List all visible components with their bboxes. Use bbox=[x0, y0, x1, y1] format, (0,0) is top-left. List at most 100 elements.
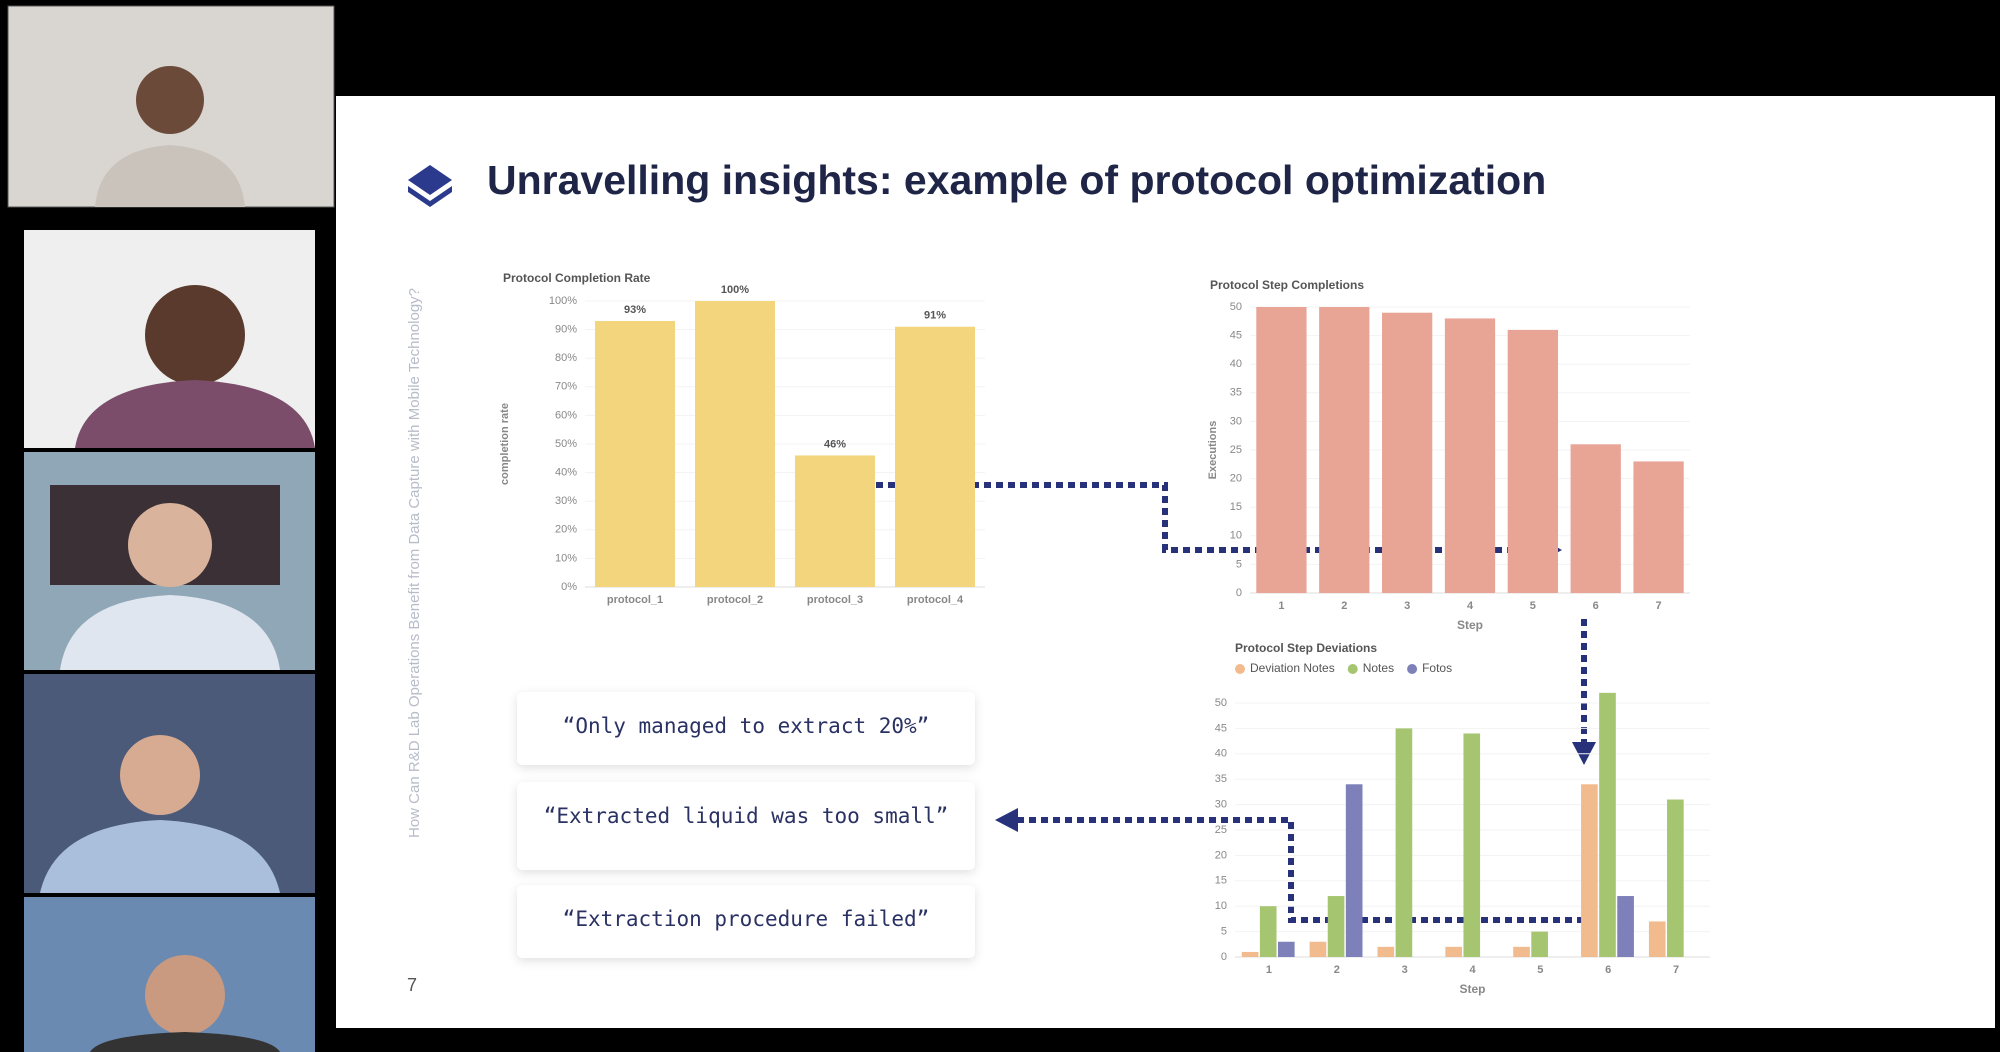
bar bbox=[1570, 444, 1621, 593]
legend-swatch bbox=[1407, 664, 1418, 674]
quote-box bbox=[517, 885, 975, 958]
y-tick-label: 50 bbox=[1230, 301, 1242, 313]
y-tick-label: 5 bbox=[1221, 926, 1227, 938]
bar bbox=[595, 321, 675, 587]
y-tick-label: 10 bbox=[1230, 530, 1242, 542]
y-tick-label: 25 bbox=[1230, 444, 1242, 456]
quote-box bbox=[517, 692, 975, 765]
y-tick-label: 100% bbox=[549, 295, 577, 307]
bar bbox=[1382, 312, 1433, 593]
y-tick-label: 30 bbox=[1230, 415, 1242, 427]
chart-title: Protocol Step Completions bbox=[1210, 278, 1364, 292]
bar bbox=[1617, 896, 1634, 957]
y-tick-label: 10 bbox=[1215, 900, 1227, 912]
chart-title: Protocol Completion Rate bbox=[503, 271, 651, 285]
chart-title: Protocol Step Deviations bbox=[1235, 641, 1377, 655]
y-tick-label: 20 bbox=[1230, 473, 1242, 485]
y-tick-label: 20 bbox=[1215, 849, 1227, 861]
legend-label: Fotos bbox=[1422, 661, 1452, 675]
legend-label: Deviation Notes bbox=[1250, 661, 1335, 675]
x-tick-label: 2 bbox=[1334, 964, 1340, 976]
bar bbox=[1507, 329, 1558, 593]
x-tick-label: protocol_1 bbox=[607, 594, 663, 606]
y-tick-label: 0 bbox=[1221, 951, 1227, 963]
x-tick-label: 5 bbox=[1530, 600, 1536, 612]
side-note: How Can R&D Lab Operations Benefit from … bbox=[406, 288, 423, 838]
value-label: 93% bbox=[624, 304, 646, 316]
logo bbox=[408, 165, 452, 207]
y-tick-label: 0 bbox=[1236, 587, 1242, 599]
bar bbox=[1259, 906, 1277, 957]
y-tick-label: 80% bbox=[555, 352, 577, 364]
person bbox=[128, 503, 212, 587]
x-tick-label: 3 bbox=[1402, 964, 1408, 976]
bar bbox=[1531, 931, 1548, 957]
y-tick-label: 60% bbox=[555, 409, 577, 421]
x-tick-label: 3 bbox=[1404, 600, 1410, 612]
person bbox=[90, 1032, 280, 1052]
quote: “Only managed to extract 20%” bbox=[563, 714, 930, 738]
legend-label: Notes bbox=[1363, 661, 1394, 675]
y-axis-label: Executions bbox=[1207, 421, 1219, 480]
x-tick-label: protocol_2 bbox=[707, 594, 763, 606]
person bbox=[145, 955, 225, 1035]
y-tick-label: 40 bbox=[1230, 358, 1242, 370]
quote: “Extraction procedure failed” bbox=[563, 907, 930, 931]
bar bbox=[895, 326, 975, 587]
quote: “Extracted liquid was too small” bbox=[544, 804, 949, 828]
bar bbox=[1256, 307, 1307, 593]
y-tick-label: 90% bbox=[555, 324, 577, 336]
value-label: 100% bbox=[721, 284, 749, 296]
value-label: 91% bbox=[924, 310, 946, 322]
person bbox=[95, 145, 245, 207]
person bbox=[60, 595, 280, 670]
page-number: 7 bbox=[407, 975, 417, 995]
bar bbox=[1395, 728, 1413, 957]
bar bbox=[695, 301, 775, 587]
y-tick-label: 15 bbox=[1230, 501, 1242, 513]
x-tick-label: 7 bbox=[1656, 600, 1662, 612]
x-tick-label: 7 bbox=[1673, 964, 1679, 976]
x-tick-label: protocol_4 bbox=[907, 594, 964, 606]
bar bbox=[1445, 946, 1463, 957]
person bbox=[75, 380, 315, 448]
bar bbox=[1345, 784, 1363, 957]
bar bbox=[1327, 896, 1345, 957]
x-tick-label: protocol_3 bbox=[807, 594, 863, 606]
bar bbox=[1463, 733, 1481, 957]
x-tick-label: 1 bbox=[1266, 964, 1272, 976]
bar bbox=[795, 455, 875, 587]
x-tick-label: 4 bbox=[1467, 600, 1474, 612]
y-tick-label: 20% bbox=[555, 524, 577, 536]
y-tick-label: 30 bbox=[1215, 799, 1227, 811]
x-axis-label: Step bbox=[1457, 618, 1483, 632]
y-tick-label: 50% bbox=[555, 438, 577, 450]
x-axis-label: Step bbox=[1459, 982, 1485, 996]
bar bbox=[1309, 941, 1327, 957]
person bbox=[145, 285, 245, 385]
y-tick-label: 35 bbox=[1230, 387, 1242, 399]
y-tick-label: 45 bbox=[1230, 330, 1242, 342]
video-tiles bbox=[7, 5, 335, 1052]
slide-title: Unravelling insights: example of protoco… bbox=[487, 157, 1546, 203]
y-tick-label: 70% bbox=[555, 381, 577, 393]
bar bbox=[1648, 921, 1666, 957]
bar bbox=[1444, 318, 1496, 593]
bar bbox=[1599, 692, 1616, 957]
bar bbox=[1241, 951, 1259, 957]
x-tick-label: 6 bbox=[1593, 600, 1599, 612]
y-tick-label: 25 bbox=[1215, 824, 1227, 836]
y-tick-label: 50 bbox=[1215, 697, 1227, 709]
bar bbox=[1277, 941, 1295, 957]
x-tick-label: 6 bbox=[1605, 964, 1611, 976]
y-axis-label: completion rate bbox=[499, 403, 511, 485]
value-label: 46% bbox=[824, 438, 846, 450]
y-tick-label: 10% bbox=[555, 552, 577, 564]
arrowhead bbox=[995, 808, 1018, 832]
bar bbox=[1667, 799, 1684, 957]
y-tick-label: 15 bbox=[1215, 875, 1227, 887]
bar bbox=[1319, 307, 1370, 593]
bar bbox=[1633, 461, 1684, 593]
